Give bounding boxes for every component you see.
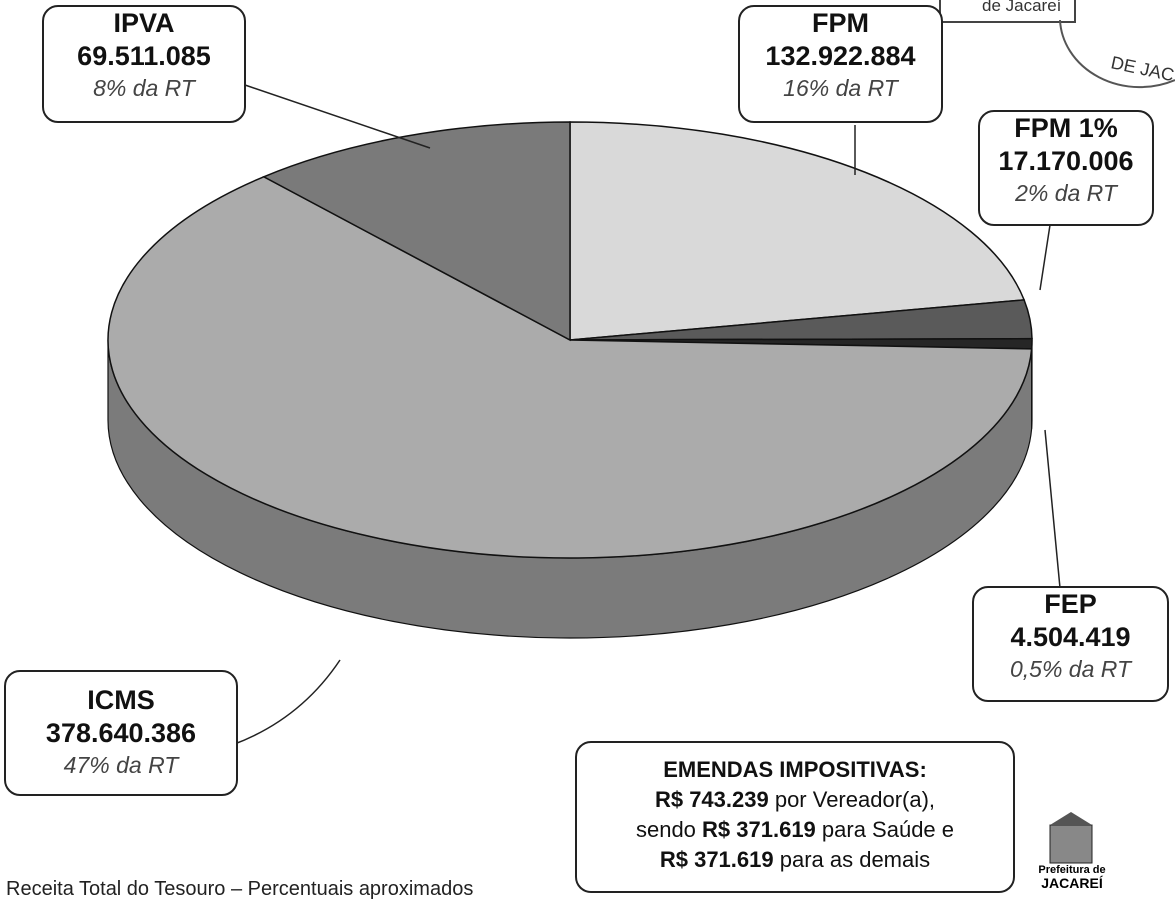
logo-text: Prefeitura de (1038, 864, 1106, 876)
note-segment: sendo (635, 817, 703, 842)
note-segment: para as demais (773, 847, 931, 872)
note-title: EMENDAS IMPOSITIVAS: (663, 757, 927, 782)
stamp-text: de Jacareí (982, 0, 1062, 15)
note-segment: R$ 743.239 (654, 787, 769, 812)
slice-value: 132.922.884 (765, 41, 916, 71)
slice (569, 121, 1026, 341)
slice-share: 16% da RT (783, 75, 898, 101)
slice-value: 17.170.006 (998, 146, 1134, 176)
label-box: FPM 1% 17.170.006 2% da RT (978, 110, 1154, 226)
footnote: Receita Total do Tesouro – Percentuais a… (6, 878, 474, 899)
note-segment: por Vereador(a), (768, 787, 936, 812)
note-line: R$ 371.619 para as demais (577, 845, 1013, 875)
note-segment: R$ 371.619 (659, 847, 774, 872)
slice-name: FPM 1% (1014, 113, 1118, 143)
note-segment: R$ 371.619 (702, 817, 816, 842)
slice-name: IPVA (113, 8, 175, 38)
slice-value: 4.504.419 (1010, 622, 1131, 652)
note-line: sendo R$ 371.619 para Saúde e (577, 815, 1013, 845)
slice-share: 2% da RT (1015, 180, 1117, 206)
slice-share: 8% da RT (93, 75, 195, 101)
label-box: IPVA 69.511.085 8% da RT (42, 5, 246, 123)
label-box: ICMS 378.640.386 47% da RT (4, 670, 238, 796)
label-box: FPM 132.922.884 16% da RT (738, 5, 943, 123)
slice (262, 121, 571, 342)
label-box: FEP 4.504.419 0,5% da RT (972, 586, 1169, 702)
slice-share: 0,5% da RT (1009, 656, 1132, 682)
note-box: EMENDAS IMPOSITIVAS: R$ 743.239 por Vere… (575, 741, 1015, 893)
note-segment: para Saúde e (815, 817, 955, 842)
slice-value: 69.511.085 (77, 41, 211, 71)
leader-lines (231, 84, 1061, 746)
logo: Prefeitura de JACAREÍ (1032, 810, 1112, 890)
slice (107, 175, 1033, 559)
logo-text: JACAREÍ (1041, 875, 1103, 891)
slice-name: ICMS (87, 685, 155, 715)
stamp-text: DE JAC (1109, 52, 1175, 85)
slice-name: FEP (1044, 589, 1097, 619)
slice-value: 378.640.386 (45, 718, 197, 748)
note-line: R$ 743.239 por Vereador(a), (577, 785, 1013, 815)
logo-emblem (1049, 812, 1093, 864)
slice-name: FPM (812, 8, 869, 38)
slice-share: 47% da RT (63, 752, 179, 778)
